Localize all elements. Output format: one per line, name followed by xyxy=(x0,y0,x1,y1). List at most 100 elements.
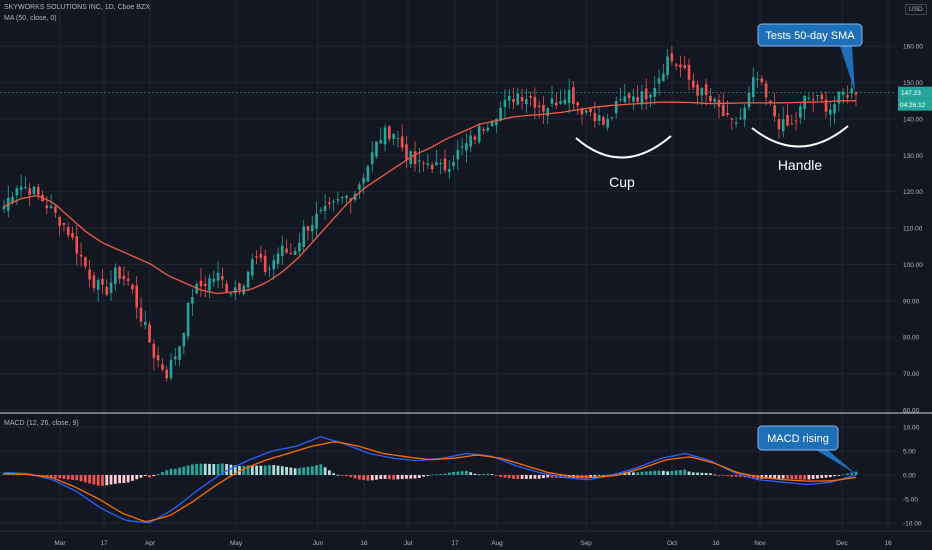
candle xyxy=(392,132,395,146)
candle xyxy=(216,260,220,289)
candle-body xyxy=(336,199,340,201)
candle-body xyxy=(242,285,246,294)
currency-badge[interactable]: USD xyxy=(905,4,927,15)
macd-hist-bar xyxy=(726,475,729,477)
candle xyxy=(238,282,241,295)
candle-body xyxy=(173,356,177,360)
candle-body xyxy=(276,253,280,264)
candle-body xyxy=(674,64,678,66)
candle xyxy=(816,94,819,102)
candle-body xyxy=(323,205,327,211)
macd-hist-bar xyxy=(683,469,687,475)
macd-hist-bar xyxy=(563,475,567,479)
macd-hist-bar xyxy=(131,475,134,481)
macd-hist-bar xyxy=(768,475,772,479)
macd-callout-text: MACD rising xyxy=(767,433,829,445)
candle xyxy=(161,358,164,372)
macd-hist-bar xyxy=(212,464,216,475)
time-tick-label: Nov xyxy=(754,540,766,547)
macd-hist-bar xyxy=(512,475,515,479)
candle-body xyxy=(400,136,404,148)
candle xyxy=(756,71,759,89)
candle xyxy=(430,161,434,174)
candle-body xyxy=(15,188,19,196)
candle xyxy=(657,69,661,96)
candle-body xyxy=(837,91,841,104)
macd-hist-bar xyxy=(550,475,554,478)
macd-tick-label: 0.00 xyxy=(903,473,916,480)
candle xyxy=(704,79,708,106)
candle-body xyxy=(259,253,263,258)
macd-hist-bar xyxy=(96,475,100,486)
candle xyxy=(602,115,605,127)
macd-hist-bar xyxy=(387,475,391,480)
candle xyxy=(203,276,207,298)
macd-hist-bar xyxy=(336,474,340,476)
candle xyxy=(319,206,323,214)
candle-body xyxy=(435,162,438,166)
macd-hist-bar xyxy=(811,475,815,480)
macd-hist-bar xyxy=(499,475,503,478)
candle-body xyxy=(751,77,755,97)
candle xyxy=(96,278,100,302)
time-tick-label: 16 xyxy=(712,540,720,547)
candle xyxy=(743,104,746,128)
candle xyxy=(84,256,87,269)
candle xyxy=(803,94,806,120)
candle xyxy=(516,87,520,106)
macd-hist-bar xyxy=(105,475,109,486)
candle xyxy=(101,269,104,294)
candle-body xyxy=(165,369,168,379)
candle xyxy=(6,185,10,218)
macd-hist-bar xyxy=(542,475,545,479)
time-tick-label: Sep xyxy=(580,540,592,547)
macd-hist-bar xyxy=(631,472,635,475)
candle-body xyxy=(640,91,644,105)
candle-body xyxy=(340,197,344,199)
candle-body xyxy=(657,78,661,84)
candle-body xyxy=(790,123,794,125)
candle-body xyxy=(298,242,301,252)
candle-body xyxy=(156,354,160,361)
time-tick-label: Oct xyxy=(667,540,677,547)
candle xyxy=(19,175,23,198)
candle-body xyxy=(268,268,271,270)
candle-body xyxy=(726,113,729,115)
candle-body xyxy=(589,108,592,113)
candle-body xyxy=(2,206,6,210)
macd-hist-bar xyxy=(118,475,121,484)
candle xyxy=(709,87,712,105)
candle xyxy=(306,225,310,241)
macd-hist-bar xyxy=(285,466,288,475)
candle xyxy=(422,160,425,172)
time-tick-label: 16 xyxy=(360,540,368,547)
annotation-layer: Cup Handle Tests 50-day SMA MACD rising xyxy=(575,23,863,474)
candle-body xyxy=(225,283,228,292)
candle-body xyxy=(460,146,464,148)
macd-tick-label: 5.00 xyxy=(903,449,916,456)
macd-hist-bar xyxy=(721,475,725,476)
candle-body xyxy=(426,163,430,166)
macd-hist-bar xyxy=(216,463,220,475)
macd-hist-bar xyxy=(169,468,173,475)
candle xyxy=(208,274,211,299)
price-tick-label: 100.00 xyxy=(903,262,923,269)
candle-body xyxy=(58,216,61,227)
candle-body xyxy=(799,106,802,118)
sma-callout-text: Tests 50-day SMA xyxy=(765,30,855,42)
candle-body xyxy=(593,112,597,122)
candle xyxy=(126,271,130,286)
macd-hist-bar xyxy=(156,474,160,475)
macd-hist-bar xyxy=(392,475,396,480)
macd-hist-bar xyxy=(597,475,601,476)
candle-body xyxy=(131,284,134,290)
candle xyxy=(829,101,832,127)
macd-hist-bar xyxy=(640,471,644,475)
macd-hist-bar xyxy=(79,475,83,482)
candle-body xyxy=(525,99,528,105)
macd-hist-bar xyxy=(409,475,413,479)
macd-hist-bar xyxy=(413,475,417,479)
macd-hist-bar xyxy=(126,475,130,483)
candle-body xyxy=(614,101,618,114)
macd-hist-bar xyxy=(777,475,781,479)
